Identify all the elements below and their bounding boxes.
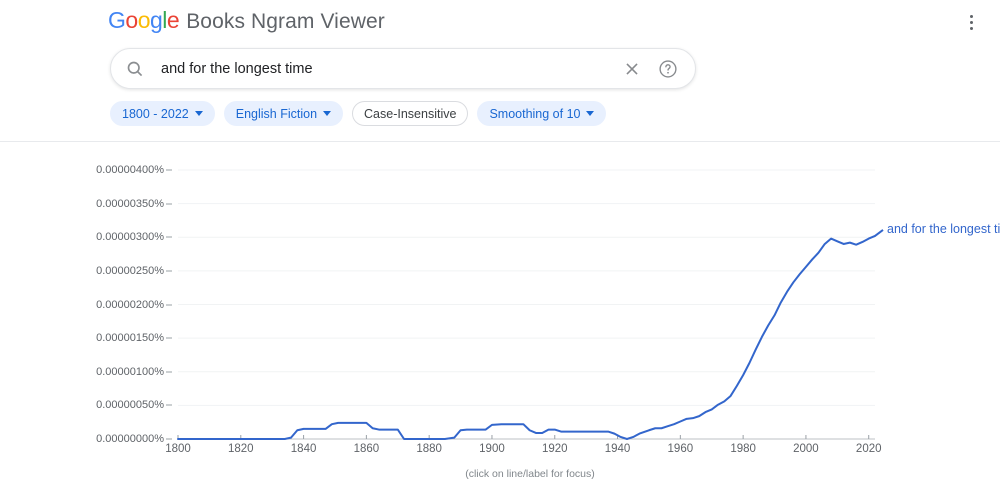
y-axis-tick-mark bbox=[166, 203, 172, 205]
x-axis-tick-label: 1800 bbox=[165, 443, 191, 455]
app-title: Books Ngram Viewer bbox=[186, 10, 385, 33]
x-axis-tick-label: 2020 bbox=[855, 443, 882, 455]
series-label-leader bbox=[874, 229, 884, 237]
y-axis-tick-label: 0.00000200% bbox=[96, 298, 164, 311]
y-axis-tick-mark bbox=[166, 438, 172, 440]
chevron-down-icon bbox=[194, 111, 203, 116]
year-range-chip[interactable]: 1800 - 2022 bbox=[110, 101, 215, 126]
corpus-chip[interactable]: English Fiction bbox=[223, 101, 344, 126]
series-label[interactable]: and for the longest time bbox=[887, 221, 1000, 236]
case-sensitivity-chip[interactable]: Case-Insensitive bbox=[352, 101, 469, 126]
x-axis-tick-label: 1900 bbox=[479, 443, 505, 455]
google-logo: Google bbox=[108, 7, 180, 33]
close-icon[interactable] bbox=[621, 58, 643, 80]
x-axis-tick-label: 1960 bbox=[667, 443, 694, 455]
brand-title: Google Books Ngram Viewer bbox=[108, 8, 385, 34]
chevron-down-icon bbox=[586, 111, 595, 116]
y-axis-tick-mark bbox=[166, 169, 172, 171]
chip-label: Smoothing of 10 bbox=[489, 106, 581, 121]
y-axis-tick-mark bbox=[166, 371, 172, 373]
chip-label: 1800 - 2022 bbox=[122, 106, 189, 121]
y-axis-tick-label: 0.00000100% bbox=[96, 365, 164, 378]
x-axis: 1800 1820 1840 1860 1880 1900 1920 1940 1960 1980… bbox=[0, 443, 1000, 463]
y-axis-tick-mark bbox=[166, 304, 172, 305]
filter-chip-row: 1800 - 2022 English Fiction Case-Insensiti… bbox=[110, 101, 607, 126]
y-axis-tick-label: 0.00000350% bbox=[96, 197, 164, 210]
search-input[interactable] bbox=[161, 60, 621, 77]
y-axis-tick-mark bbox=[166, 236, 172, 238]
chart-plot-area[interactable] bbox=[0, 142, 1000, 452]
chip-label: Case-Insensitive bbox=[364, 106, 457, 121]
y-axis-tick-label: 0.00000150% bbox=[96, 332, 164, 345]
smoothing-chip[interactable]: Smoothing of 10 bbox=[477, 101, 607, 126]
y-axis: 0.00000400% 0.00000350% 0.00000300% 0.00000… bbox=[0, 142, 178, 452]
y-axis-tick-label: 0.00000250% bbox=[96, 264, 164, 277]
search-icon bbox=[127, 61, 143, 76]
x-axis-tick-label: 2000 bbox=[793, 443, 819, 455]
ngram-chart: 0.00000400% 0.00000350% 0.00000300% 0.00000… bbox=[0, 142, 1000, 485]
chart-hint-caption: (click on line/label for focus) bbox=[465, 468, 595, 480]
more-vert-icon[interactable] bbox=[958, 9, 984, 35]
x-axis-tick-label: 1980 bbox=[730, 443, 756, 455]
x-axis-tick-label: 1940 bbox=[604, 443, 631, 455]
x-axis-tick-label: 1920 bbox=[541, 443, 568, 455]
search-bar[interactable] bbox=[110, 48, 696, 89]
x-axis-tick-label: 1840 bbox=[290, 443, 317, 455]
y-axis-tick-label: 0.00000000% bbox=[96, 433, 164, 445]
help-circle-icon[interactable] bbox=[657, 58, 679, 80]
y-axis-tick-mark bbox=[166, 337, 172, 339]
y-axis-tick-label: 0.00000300% bbox=[96, 231, 164, 244]
y-axis-tick-label: 0.00000050% bbox=[96, 399, 164, 412]
x-axis-tick-label: 1860 bbox=[353, 443, 380, 455]
y-axis-tick-mark bbox=[166, 270, 172, 272]
y-axis-tick-mark bbox=[166, 404, 172, 406]
x-axis-tick-label: 1880 bbox=[416, 443, 442, 455]
chip-label: English Fiction bbox=[235, 106, 318, 121]
chevron-down-icon bbox=[323, 111, 332, 116]
series-line[interactable] bbox=[177, 234, 876, 440]
y-axis-tick-label: 0.00000400% bbox=[96, 164, 164, 176]
page-header: Google Books Ngram Viewer 1800 - 2022 Eng… bbox=[0, 0, 1000, 142]
x-axis-tick-label: 1820 bbox=[227, 443, 254, 455]
